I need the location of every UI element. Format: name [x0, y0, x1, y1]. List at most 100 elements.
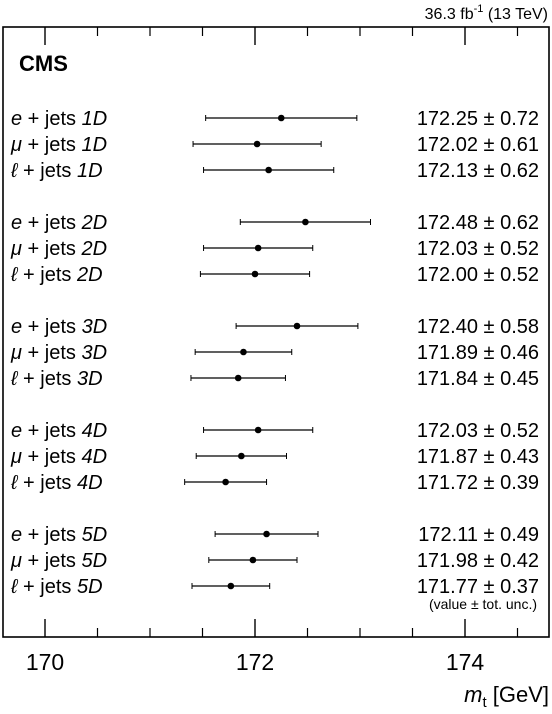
fit-dimension: 3D [81, 342, 107, 364]
channel-symbol: μ [10, 550, 22, 572]
cms-label: CMS [19, 51, 68, 76]
x-axis-label-symbol: m [464, 682, 482, 707]
point-mu-jets-2d [254, 244, 262, 252]
channel-jets: + jets [22, 342, 81, 364]
point-mu-jets-4d [238, 452, 245, 460]
row-label-mu-jets-5d: μ + jets 5D [10, 550, 107, 572]
channel-jets: + jets [17, 264, 76, 286]
row-label-ell-jets-5d: ℓ + jets 5D [10, 576, 103, 598]
row-value-e-jets-2d: 172.48 ± 0.62 [417, 212, 539, 234]
row-value-mu-jets-5d: 171.98 ± 0.42 [417, 550, 539, 572]
fit-dimension: 2D [80, 238, 107, 260]
row-label-ell-jets-1d: ℓ + jets 1D [10, 160, 103, 182]
point-ell-jets-4d [222, 478, 229, 486]
luminosity-label: 36.3 fb-1 (13 TeV) [425, 3, 548, 23]
fit-dimension: 5D [82, 524, 108, 546]
point-e-jets-5d [263, 530, 270, 538]
channel-symbol: e [11, 524, 22, 546]
row-value-mu-jets-1d: 172.02 ± 0.61 [417, 134, 539, 156]
point-ell-jets-5d [227, 582, 235, 590]
fit-dimension: 4D [82, 420, 108, 442]
channel-jets: + jets [22, 238, 81, 260]
luminosity-value: 36.3 fb [425, 6, 474, 23]
channel-symbol: e [11, 420, 22, 442]
point-e-jets-1d [277, 114, 285, 122]
point-mu-jets-1d [253, 140, 261, 148]
point-ell-jets-3d [234, 374, 242, 382]
row-value-e-jets-3d: 172.40 ± 0.58 [417, 316, 539, 338]
channel-jets: + jets [22, 212, 81, 234]
channel-symbol: μ [10, 134, 22, 156]
channel-jets: + jets [22, 524, 81, 546]
channel-jets: + jets [17, 576, 76, 598]
channel-jets: + jets [22, 420, 81, 442]
row-label-e-jets-4d: e + jets 4D [11, 420, 107, 442]
channel-jets: + jets [17, 160, 76, 182]
point-mu-jets-5d [249, 556, 257, 564]
channel-symbol: μ [10, 238, 22, 260]
row-label-mu-jets-2d: μ + jets 2D [10, 238, 107, 260]
channel-symbol: e [11, 316, 22, 338]
fit-dimension: 3D [82, 316, 108, 338]
channel-symbol: ℓ [10, 264, 19, 286]
fit-dimension: 4D [77, 472, 103, 494]
channel-jets: + jets [22, 108, 81, 130]
fit-dimension: 5D [81, 550, 107, 572]
fit-dimension: 1D [82, 108, 108, 130]
channel-jets: + jets [22, 134, 81, 156]
x-axis-label: mt [GeV] [464, 682, 549, 711]
x-tick-label: 172 [236, 649, 274, 675]
channel-jets: + jets [22, 316, 81, 338]
row-label-e-jets-3d: e + jets 3D [11, 316, 107, 338]
point-e-jets-3d [293, 322, 301, 330]
channel-symbol: e [11, 108, 22, 130]
row-value-ell-jets-4d: 171.72 ± 0.39 [417, 472, 539, 494]
x-axis-label-unit: [GeV] [487, 682, 549, 707]
row-label-ell-jets-2d: ℓ + jets 2D [10, 264, 103, 286]
row-value-mu-jets-4d: 171.87 ± 0.43 [417, 446, 539, 468]
plot-frame [2, 26, 550, 638]
row-value-e-jets-1d: 172.25 ± 0.72 [417, 108, 539, 130]
uncertainty-note: (value ± tot. unc.) [429, 596, 537, 612]
row-value-mu-jets-2d: 172.03 ± 0.52 [417, 238, 539, 260]
luminosity-exponent: -1 [474, 3, 484, 15]
row-value-e-jets-4d: 172.03 ± 0.52 [417, 420, 539, 442]
channel-symbol: μ [10, 446, 22, 468]
row-label-e-jets-5d: e + jets 5D [11, 524, 107, 546]
row-label-mu-jets-1d: μ + jets 1D [10, 134, 107, 156]
row-label-mu-jets-3d: μ + jets 3D [10, 342, 107, 364]
luminosity-energy: (13 TeV) [483, 6, 548, 23]
channel-symbol: ℓ [10, 368, 19, 390]
x-tick-label: 174 [446, 649, 485, 675]
point-e-jets-4d [254, 426, 262, 434]
row-label-e-jets-2d: e + jets 2D [11, 212, 107, 234]
channel-jets: + jets [17, 472, 76, 494]
point-mu-jets-3d [240, 348, 247, 356]
row-value-ell-jets-2d: 172.00 ± 0.52 [417, 264, 539, 286]
row-value-ell-jets-3d: 171.84 ± 0.45 [417, 368, 539, 390]
fit-dimension: 1D [77, 160, 103, 182]
point-e-jets-2d [302, 218, 309, 226]
x-tick-label: 170 [26, 649, 64, 675]
point-ell-jets-1d [265, 166, 272, 174]
channel-symbol: μ [10, 342, 22, 364]
row-label-ell-jets-4d: ℓ + jets 4D [10, 472, 103, 494]
row-label-mu-jets-4d: μ + jets 4D [10, 446, 107, 468]
row-label-e-jets-1d: e + jets 1D [11, 108, 107, 130]
fit-dimension: 4D [81, 446, 107, 468]
channel-jets: + jets [22, 446, 81, 468]
channel-symbol: ℓ [10, 472, 19, 494]
fit-dimension: 2D [81, 212, 108, 234]
channel-jets: + jets [17, 368, 76, 390]
row-value-e-jets-5d: 172.11 ± 0.49 [418, 524, 539, 546]
fit-dimension: 3D [77, 368, 103, 390]
row-value-ell-jets-1d: 172.13 ± 0.62 [417, 160, 539, 182]
point-ell-jets-2d [251, 270, 259, 278]
channel-jets: + jets [22, 550, 81, 572]
fit-dimension: 1D [81, 134, 107, 156]
row-value-mu-jets-3d: 171.89 ± 0.46 [417, 342, 539, 364]
channel-symbol: ℓ [10, 576, 19, 598]
row-label-ell-jets-3d: ℓ + jets 3D [10, 368, 103, 390]
fit-dimension: 5D [77, 576, 103, 598]
